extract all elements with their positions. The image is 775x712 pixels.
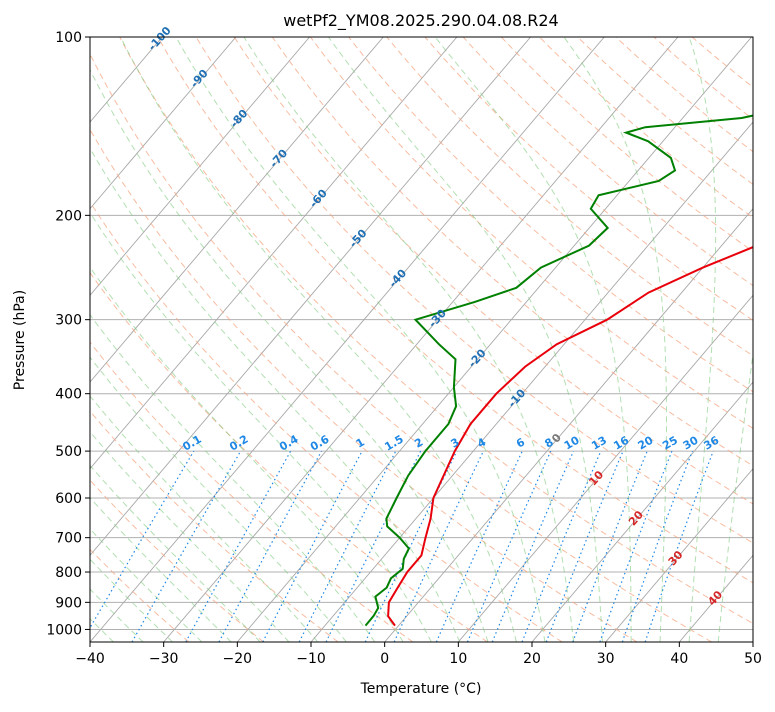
x-tick-label: −10 bbox=[296, 651, 326, 667]
x-tick-label: 20 bbox=[523, 651, 541, 667]
x-tick-label: −40 bbox=[75, 651, 105, 667]
y-tick-label: 600 bbox=[55, 491, 82, 507]
y-tick-label: 800 bbox=[55, 565, 82, 581]
x-tick-label: 10 bbox=[449, 651, 467, 667]
chart-title: wetPf2_YM08.2025.290.04.08.R24 bbox=[283, 11, 558, 31]
y-tick-label: 900 bbox=[55, 595, 82, 611]
x-tick-label: 50 bbox=[744, 651, 762, 667]
y-tick-label: 700 bbox=[55, 531, 82, 547]
y-tick-label: 100 bbox=[55, 30, 82, 46]
y-tick-label: 200 bbox=[55, 208, 82, 224]
x-tick-label: 40 bbox=[670, 651, 688, 667]
x-tick-label: 30 bbox=[597, 651, 615, 667]
y-tick-label: 400 bbox=[55, 387, 82, 403]
x-tick-label: −30 bbox=[149, 651, 179, 667]
y-axis-label: Pressure (hPa) bbox=[12, 290, 28, 390]
x-tick-label: 0 bbox=[380, 651, 389, 667]
y-tick-label: 300 bbox=[55, 313, 82, 329]
x-tick-label: −20 bbox=[223, 651, 253, 667]
x-axis-label: Temperature (°C) bbox=[360, 681, 482, 697]
y-tick-label: 1000 bbox=[46, 622, 82, 638]
y-tick-label: 500 bbox=[55, 444, 82, 460]
